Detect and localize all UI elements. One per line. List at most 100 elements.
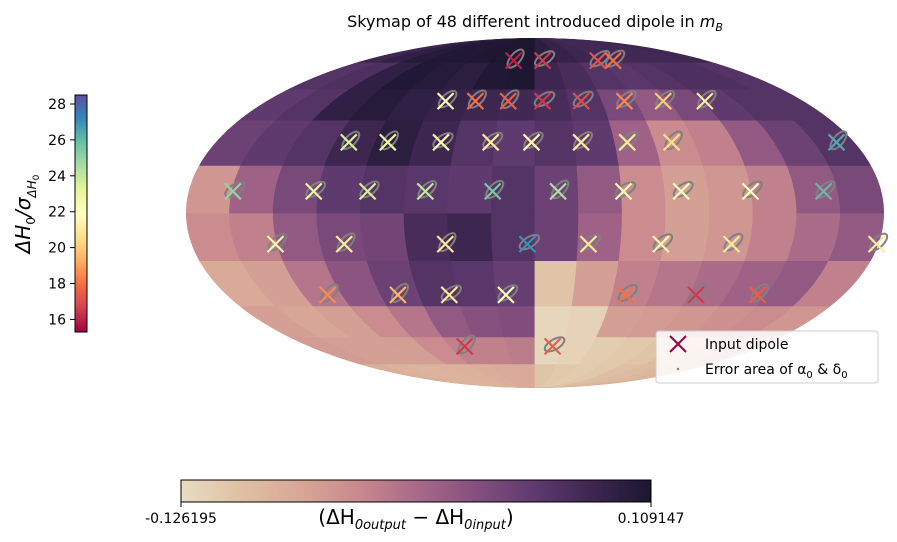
input-dipole-cross <box>748 286 767 304</box>
input-dipole-cross <box>440 286 459 304</box>
dipole-marker <box>672 180 694 201</box>
map-region <box>534 212 579 262</box>
mollweide-map <box>186 38 889 388</box>
dipole-marker <box>416 180 438 201</box>
dipole-marker <box>654 90 676 110</box>
legend: Input dipole Error area of α0 & δ0 <box>655 330 879 384</box>
input-dipole-cross <box>827 133 846 152</box>
input-dipole-cross <box>436 235 455 253</box>
legend-error-b-sub: 0 <box>841 370 847 381</box>
map-region <box>660 164 710 214</box>
chart-title-text: Skymap of 48 different introduced dipole… <box>347 12 700 31</box>
error-area-ellipse <box>523 131 544 150</box>
left-colorbar-tick-label: 16 <box>48 312 66 328</box>
error-area-ellipse <box>518 233 541 251</box>
input-dipole-cross <box>432 133 450 152</box>
input-dipole-cross <box>572 92 590 110</box>
input-dipole-cross <box>483 182 502 201</box>
left-colorbar-label: ΔH0/σΔH0 <box>11 174 42 255</box>
input-dipole-cross <box>318 286 337 304</box>
dipole-marker <box>266 232 288 253</box>
left-label-b-sub: ΔH <box>25 180 39 198</box>
dipole-marker <box>827 130 848 152</box>
left-colorbar-tick-label: 28 <box>48 97 66 113</box>
input-dipole-cross <box>543 337 562 356</box>
input-dipole-cross <box>358 182 377 201</box>
dipole-marker <box>318 283 340 304</box>
input-dipole-cross <box>533 51 552 70</box>
dipole-marker <box>304 180 327 201</box>
input-dipole-cross <box>497 286 515 304</box>
chart-title-math: m <box>700 12 716 31</box>
chart-title: Skymap of 48 different introduced dipole… <box>347 12 723 34</box>
dipole-marker <box>518 233 541 253</box>
dipole-marker <box>722 232 744 253</box>
dipole-marker <box>572 90 594 110</box>
dipole-marker <box>335 232 356 253</box>
map-region <box>534 38 713 63</box>
left-colorbar-tick-label: 18 <box>48 277 66 293</box>
dipole-marker <box>389 282 409 304</box>
error-area-ellipse <box>572 90 594 108</box>
legend-error-a-sub: 0 <box>806 370 812 381</box>
error-area-ellipse <box>617 283 638 302</box>
input-dipole-cross <box>652 235 670 253</box>
bottom-colorbar-label: (ΔH0output − ΔH0input) <box>318 505 513 533</box>
error-area-ellipse <box>482 131 504 149</box>
dipole-marker <box>483 179 505 201</box>
dipole-marker <box>589 49 611 70</box>
dipole-marker <box>867 232 889 253</box>
error-area-ellipse <box>533 50 556 67</box>
bottom-label-sub1: 0output <box>355 518 407 533</box>
left-label-a: ΔH <box>11 225 35 256</box>
bottom-label-open: (ΔH <box>318 505 355 529</box>
input-dipole-cross <box>589 51 607 70</box>
error-area-ellipse <box>742 180 763 199</box>
dipole-marker <box>533 90 556 110</box>
map-region <box>360 212 410 262</box>
input-dipole-cross <box>504 51 523 70</box>
dipole-marker <box>522 131 544 152</box>
dipole-marker <box>379 130 399 152</box>
error-area-ellipse <box>440 284 462 302</box>
dipole-marker <box>436 89 458 110</box>
dipole-marker <box>481 131 504 152</box>
map-region <box>497 305 536 338</box>
left-colorbar-ticks: 16 18 20 22 24 26 28 <box>48 97 75 328</box>
map-region <box>576 164 623 214</box>
bottom-colorbar-min-label: -0.126195 <box>145 511 217 527</box>
map-region <box>534 119 578 166</box>
bottom-colorbar-max-label: 0.109147 <box>618 511 685 527</box>
map-region <box>702 212 754 262</box>
left-label-b-subsub: 0 <box>32 174 42 180</box>
input-dipole-cross <box>266 235 285 253</box>
bottom-label-mid: − ΔH <box>406 505 464 529</box>
map-region <box>316 212 368 262</box>
dipole-marker <box>652 233 674 253</box>
left-colorbar-tick-label: 24 <box>48 169 66 185</box>
input-dipole-cross <box>224 182 242 201</box>
dipole-marker <box>615 90 637 110</box>
input-dipole-cross <box>436 92 455 110</box>
left-label-a-sub: 0 <box>24 217 38 225</box>
error-area-ellipse <box>543 336 566 353</box>
input-dipole-cross <box>662 133 681 152</box>
input-dipole-cross <box>579 235 598 253</box>
input-dipole-cross <box>416 182 435 201</box>
legend-label-input-dipole: Input dipole <box>705 337 788 353</box>
input-dipole-cross <box>867 235 886 253</box>
left-colorbar-tick-label: 22 <box>48 205 66 221</box>
map-region <box>403 212 452 262</box>
bottom-label-close: ) <box>506 505 514 529</box>
input-dipole-cross <box>741 182 760 201</box>
input-dipole-cross <box>604 51 622 70</box>
input-dipole-cross <box>455 337 474 356</box>
input-dipole-cross <box>687 286 705 304</box>
error-area-ellipse <box>224 181 246 198</box>
dipole-marker <box>432 132 454 152</box>
error-area-ellipse <box>589 49 611 68</box>
dipole-marker <box>748 283 770 304</box>
dipole-marker <box>618 130 639 152</box>
input-dipole-cross <box>499 92 517 110</box>
input-dipole-cross <box>522 133 541 152</box>
